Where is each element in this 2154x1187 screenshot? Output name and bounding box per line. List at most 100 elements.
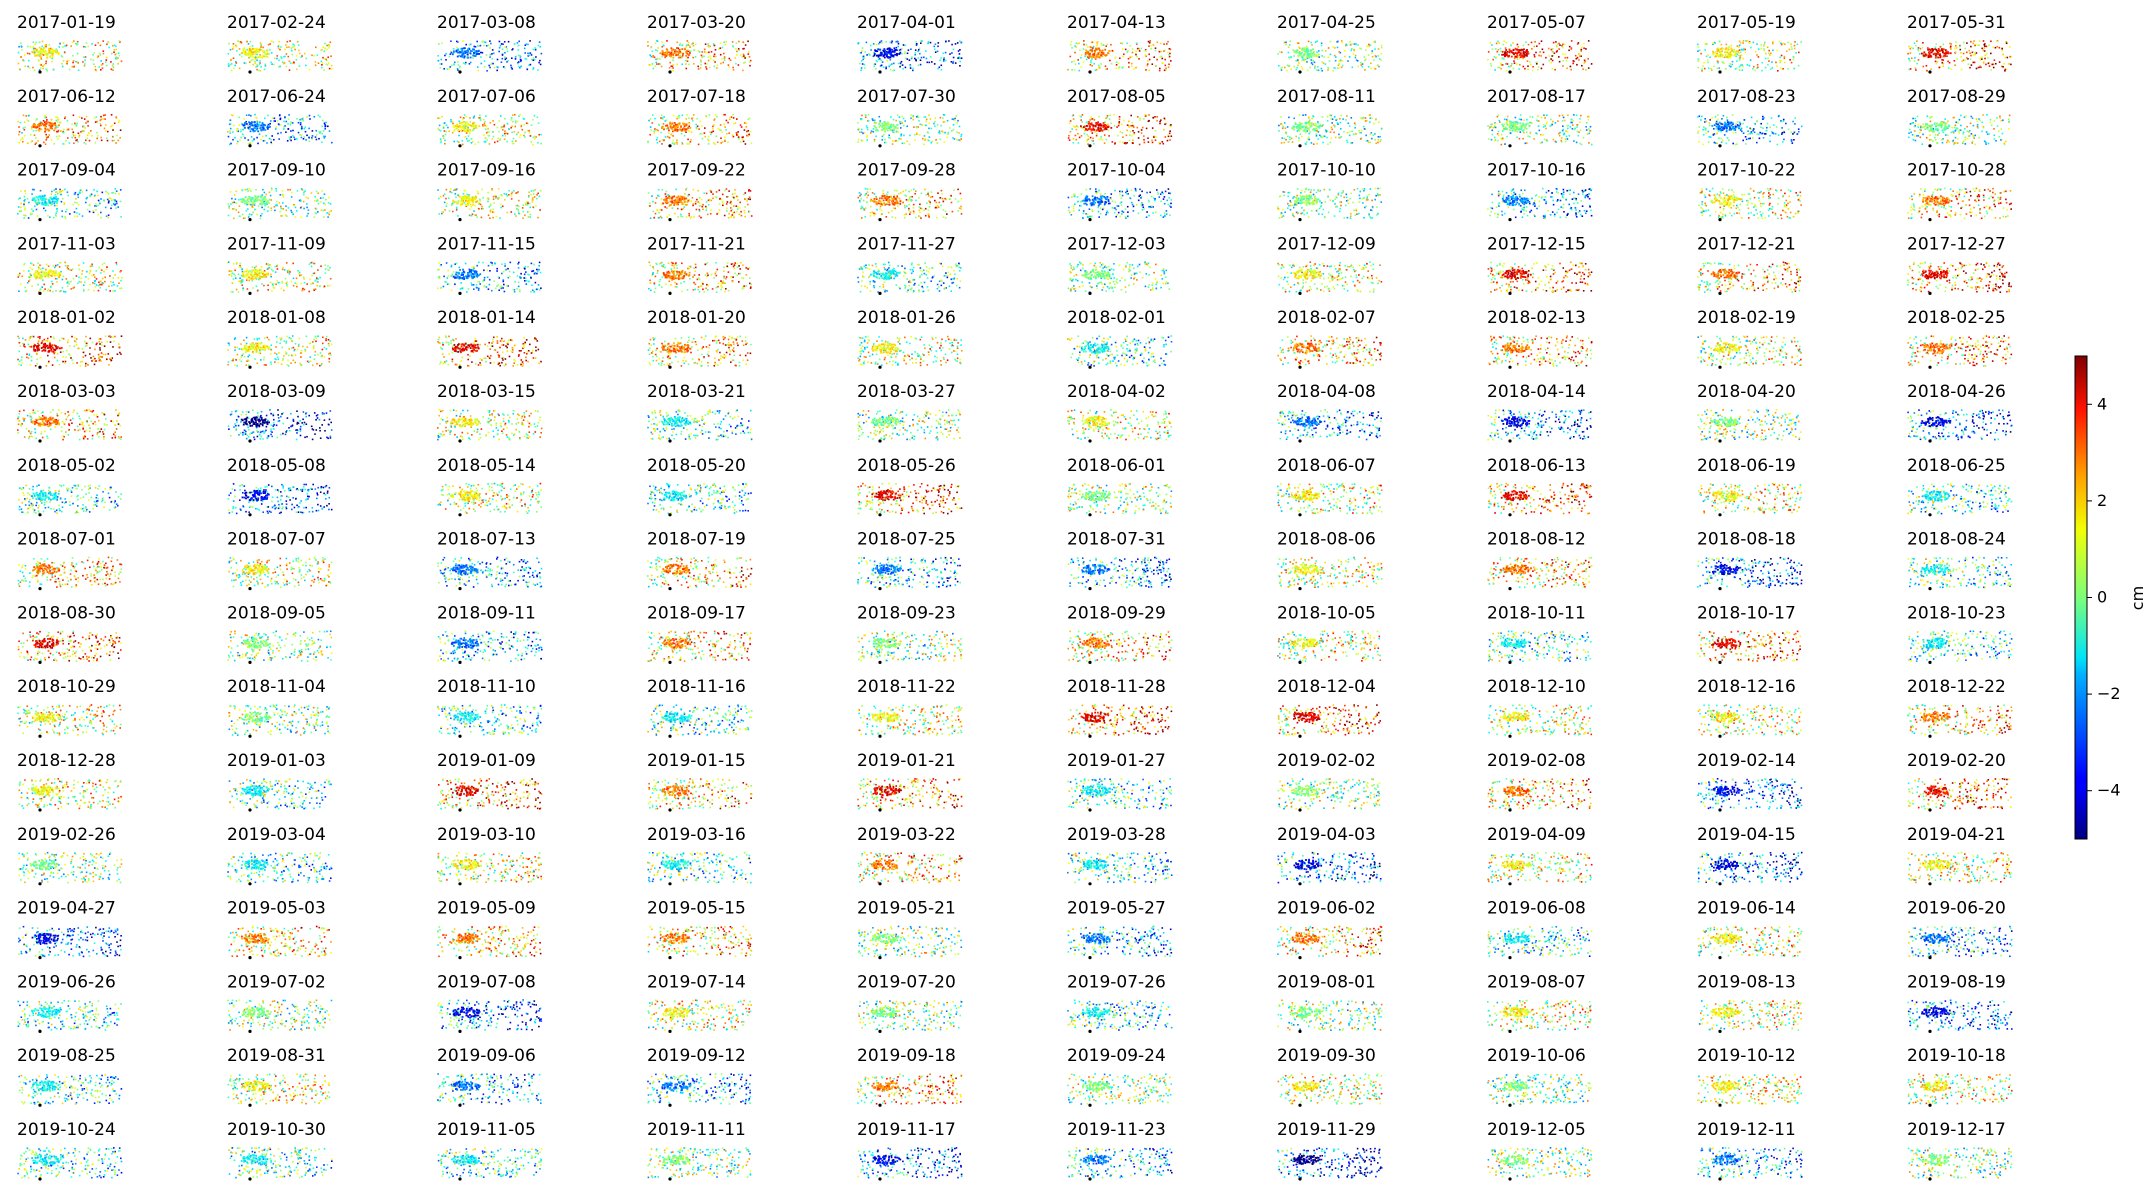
scatter-point [116,117,118,119]
scatter-point [469,44,471,46]
scatter-point [953,57,955,59]
scatter-point [249,126,251,128]
scatter-point [2001,50,2003,52]
scatter-point [677,54,679,56]
scatter-point [1129,140,1131,142]
scatter-point [904,53,906,55]
scatter-point [1510,65,1512,67]
scatter-point [1576,58,1578,60]
scatter-point [1163,143,1165,145]
scatter-point [445,131,447,133]
scatter-point [1541,40,1543,42]
scatter-point [1763,50,1765,52]
scatter-point [106,137,108,139]
scatter-point [308,128,310,130]
scatter-point [1281,52,1283,54]
scatter-point [897,124,899,126]
scatter-point [1144,142,1146,144]
scatter-point [1784,43,1786,45]
scatter-point [1156,120,1158,122]
scatter-point [918,65,920,67]
scatter-point [83,56,85,58]
scatter-point [120,129,122,131]
scatter-point [1923,55,1925,57]
scatter-point [252,64,254,66]
scatter-point [1164,70,1166,72]
scatter-point [103,115,105,117]
scatter-point [900,127,902,129]
scatter-point [270,62,272,64]
scatter-point [875,130,877,132]
scatter-point [1782,68,1784,70]
scatter-point [1091,51,1093,53]
scatter-point [480,52,482,54]
scatter-point [918,117,920,119]
scatter-point [654,132,656,134]
scatter-point [313,55,315,57]
scatter-point [897,41,899,43]
scatter-point [1077,126,1079,128]
scatter-point [2011,56,2013,58]
scatter-point [952,62,954,64]
scatter-point [481,63,483,65]
scatter-point [715,56,717,58]
scatter-point [1522,49,1524,51]
scatter-point [244,137,246,139]
reference-point-marker [1508,70,1511,73]
scatter-point [1743,40,1745,42]
scatter-point [1145,50,1147,52]
scatter-point [1559,44,1561,46]
scatter-point [241,56,243,58]
scatter-point [1784,62,1786,64]
scatter-point [309,115,311,117]
scatter-point [1707,59,1709,61]
scatter-point [447,68,449,70]
panel: 2017-05-31 [1907,13,2012,74]
scatter-point [249,122,251,124]
scatter-point [260,70,262,72]
scatter-point [930,142,932,144]
scatter-point [1720,53,1722,55]
scatter-point [1713,53,1715,55]
scatter-point [292,130,294,132]
scatter-point [538,134,540,136]
scatter-point [497,59,499,61]
scatter-point [874,120,876,122]
scatter-point [746,123,748,125]
scatter-point [702,138,704,140]
scatter-point [2005,57,2007,59]
scatter-point [1552,68,1554,70]
scatter-point [540,64,542,66]
scatter-point [269,43,271,45]
scatter-point [881,40,883,42]
scatter-point [484,121,486,123]
scatter-point [1297,49,1299,51]
scatter-point [301,126,303,128]
scatter-point [900,135,902,137]
scatter-point [1940,46,1942,48]
scatter-point [1126,135,1128,137]
scatter-point [1147,137,1149,139]
scatter-point [329,130,331,132]
scatter-point [1159,123,1161,125]
scatter-point [1152,127,1154,129]
scatter-point [667,126,669,128]
scatter-point [702,56,704,58]
scatter-point [465,63,467,65]
scatter-point [232,131,234,133]
scatter-point [27,143,29,145]
scatter-point [881,65,883,67]
scatter-point [1732,61,1734,63]
scatter-point [278,66,280,68]
scatter-point [447,127,449,129]
scatter-point [111,53,113,55]
scatter-point [873,43,875,45]
scatter-point [457,49,459,51]
scatter-point [958,132,960,134]
panel: 2017-06-24 [227,87,333,148]
scatter-point [1355,43,1357,45]
scatter-point [1126,130,1128,132]
scatter-point [1084,126,1086,128]
scatter-point [513,143,515,145]
scatter-point [33,48,35,50]
